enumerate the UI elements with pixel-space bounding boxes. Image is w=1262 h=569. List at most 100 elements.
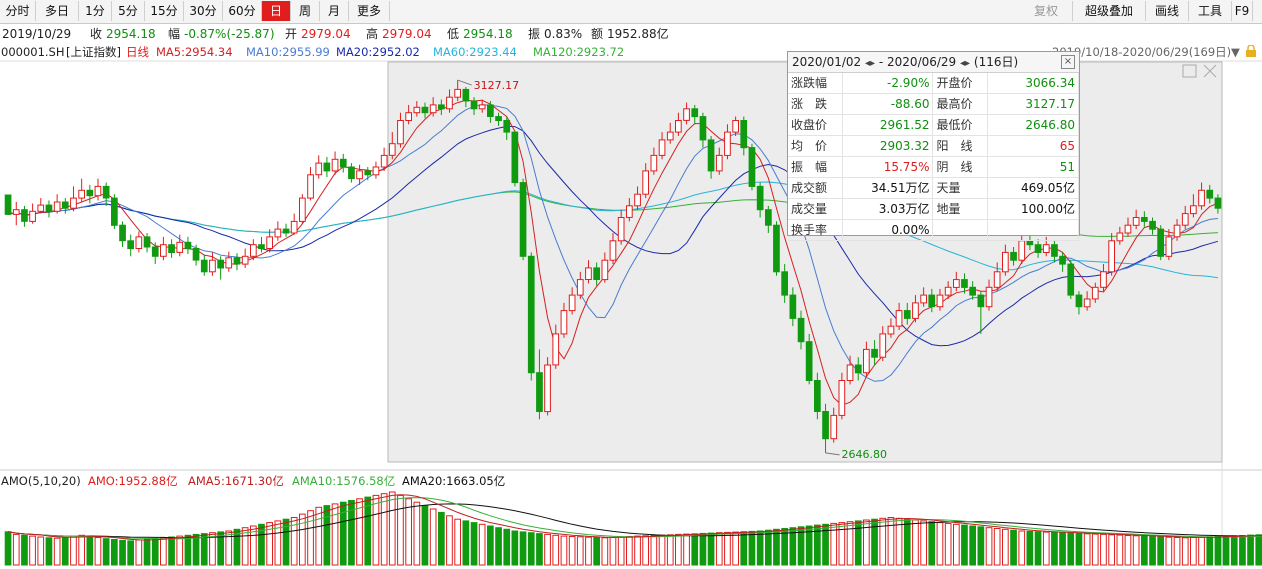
- period-tab-10[interactable]: 更多: [349, 1, 390, 21]
- candle-body: [1108, 240, 1116, 273]
- candle-body: [961, 279, 968, 288]
- amo-bar: [617, 536, 625, 566]
- amo-bar: [323, 505, 331, 566]
- amo-bar: [413, 501, 421, 566]
- amo-bar: [977, 526, 985, 566]
- ma10-label: MA10:2955.99: [246, 45, 330, 59]
- stats-value: 15.75%: [842, 156, 934, 178]
- period-tab-7[interactable]: 日: [262, 1, 291, 21]
- candle-body: [29, 210, 36, 222]
- amo-bar: [1206, 536, 1214, 566]
- stats-row: 涨 跌 -88.60 最高价 3127.17: [788, 93, 1079, 115]
- period-tab-1[interactable]: 多日: [36, 1, 79, 21]
- amo-bar: [225, 530, 233, 566]
- amo-bar: [576, 536, 584, 566]
- amount-label: 额: [591, 27, 604, 41]
- amo-bar: [135, 539, 143, 566]
- candle-body: [536, 372, 543, 413]
- stats-value: 469.05亿: [987, 177, 1079, 199]
- lock-icon[interactable]: [1245, 44, 1257, 61]
- amo-bar: [789, 527, 797, 566]
- candle-body: [895, 310, 903, 327]
- amo-bar: [699, 532, 707, 566]
- amo-bar: [209, 532, 216, 566]
- candle-body: [756, 185, 764, 211]
- amo-bar: [536, 533, 543, 566]
- close-icon[interactable]: ×: [1061, 55, 1075, 69]
- amo-bar: [1157, 536, 1165, 566]
- amo-bar: [1042, 531, 1050, 566]
- period-tab-5[interactable]: 30分: [184, 1, 223, 21]
- candle-body: [454, 88, 461, 98]
- candle-body: [944, 286, 952, 296]
- amo-bar: [830, 522, 838, 566]
- amo-bar: [920, 520, 927, 566]
- dropdown-icon[interactable]: ▼: [1231, 45, 1240, 59]
- stats-key: 阴 线: [932, 156, 989, 178]
- amo-bar: [1222, 535, 1230, 566]
- candle-body: [732, 120, 739, 133]
- period-tab-8[interactable]: 周: [291, 1, 320, 21]
- amo-bar: [1173, 537, 1181, 566]
- candle-body: [323, 162, 331, 172]
- amo-bar: [838, 522, 846, 566]
- candle-body: [1141, 217, 1148, 222]
- candle-body: [438, 104, 445, 110]
- amo-bar: [503, 528, 511, 566]
- amo-bar: [1116, 534, 1124, 566]
- amo-bar: [1018, 530, 1026, 566]
- candle-body: [1173, 224, 1181, 238]
- candle-body: [37, 204, 45, 212]
- candle-body: [192, 248, 200, 261]
- toolbar-right-1[interactable]: 超级叠加: [1073, 1, 1146, 21]
- period-tab-9[interactable]: 月: [320, 1, 349, 21]
- period-tab-2[interactable]: 1分: [79, 1, 112, 21]
- amo-bar: [707, 532, 715, 566]
- toolbar-right-0[interactable]: 复权: [1020, 1, 1073, 21]
- toolbar-right-2[interactable]: 画线: [1146, 1, 1189, 21]
- amo-bar: [724, 531, 731, 566]
- panel-end-date: 2020/06/29: [887, 55, 957, 69]
- candle-body: [4, 194, 12, 215]
- amo-bar: [364, 496, 372, 566]
- amo-bar: [200, 533, 208, 566]
- start-nav-icon[interactable]: ◂▸: [865, 58, 876, 69]
- amo-bar: [290, 517, 298, 566]
- ma20-label: MA20:2952.02: [336, 45, 420, 59]
- candle-body: [822, 411, 829, 440]
- candle-body: [487, 104, 494, 118]
- stats-value: 100.00亿: [987, 198, 1079, 220]
- end-nav-icon[interactable]: ◂▸: [960, 58, 971, 69]
- index-code: 000001.SH: [1, 45, 65, 59]
- amo-bar: [438, 511, 445, 566]
- stats-key: 最高价: [932, 93, 989, 115]
- candle-body: [356, 170, 363, 180]
- candle-body: [576, 279, 584, 296]
- restore-icon: [1182, 64, 1197, 78]
- amo-bar: [1059, 532, 1066, 566]
- stats-key: 成交量: [788, 198, 843, 220]
- amo-bar: [1190, 537, 1197, 566]
- amo-bar: [184, 534, 192, 566]
- period-tab-4[interactable]: 15分: [145, 1, 184, 21]
- amo-bar: [339, 501, 347, 566]
- toolbar-right-3[interactable]: 工具: [1189, 1, 1232, 21]
- candle-body: [658, 139, 666, 156]
- period-tab-3[interactable]: 5分: [112, 1, 145, 21]
- period-tab-0[interactable]: 分时: [0, 1, 36, 21]
- candle-body: [315, 162, 323, 176]
- amo-bar: [601, 537, 609, 566]
- amo-bar: [969, 525, 976, 566]
- amo-bar: [111, 539, 118, 566]
- period-tab-6[interactable]: 60分: [223, 1, 262, 21]
- amo-bar: [650, 535, 658, 566]
- candle-body: [544, 364, 551, 413]
- toolbar-right-4[interactable]: F9: [1232, 1, 1253, 21]
- amo-bar: [585, 536, 592, 566]
- candle-body: [1002, 251, 1009, 273]
- ama5-line: [8, 494, 1262, 541]
- stats-key: 成交额: [788, 177, 843, 199]
- amo-bar: [446, 515, 453, 566]
- amo-bar: [241, 527, 249, 566]
- amo-bar: [1214, 536, 1222, 566]
